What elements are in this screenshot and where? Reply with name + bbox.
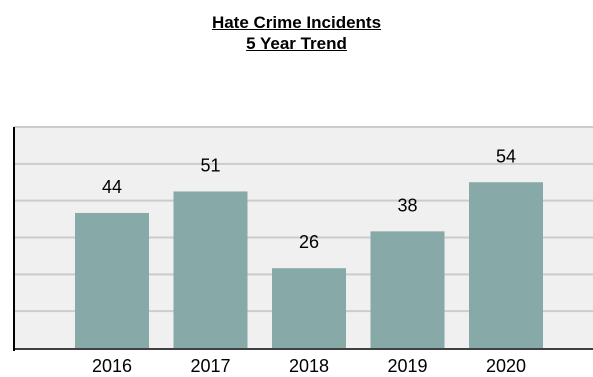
data-labels: 44 51 26 38 54 bbox=[102, 146, 516, 252]
chart-title-line-2: 5 Year Trend bbox=[246, 34, 347, 53]
bar-2018 bbox=[272, 268, 346, 348]
x-tick-2019: 2019 bbox=[387, 356, 427, 376]
data-label-2018: 26 bbox=[299, 232, 319, 252]
bar-2017 bbox=[173, 191, 248, 348]
x-tick-2016: 2016 bbox=[92, 356, 132, 376]
x-tick-2018: 2018 bbox=[289, 356, 329, 376]
data-label-2016: 44 bbox=[102, 177, 122, 197]
data-label-2019: 38 bbox=[397, 195, 417, 215]
x-tick-labels: 2016 2017 2018 2019 2020 bbox=[92, 356, 526, 376]
bar-2019 bbox=[370, 231, 445, 348]
bar-2020 bbox=[469, 182, 543, 348]
x-tick-2020: 2020 bbox=[486, 356, 526, 376]
chart-title-line-1: Hate Crime Incidents bbox=[211, 13, 382, 32]
data-label-2020: 54 bbox=[496, 146, 516, 166]
x-tick-2017: 2017 bbox=[190, 356, 230, 376]
bar-2016 bbox=[75, 212, 149, 348]
data-label-2017: 51 bbox=[200, 155, 220, 175]
bars bbox=[75, 182, 543, 348]
chart-title: Hate Crime Incidents 5 Year Trend bbox=[0, 12, 593, 54]
